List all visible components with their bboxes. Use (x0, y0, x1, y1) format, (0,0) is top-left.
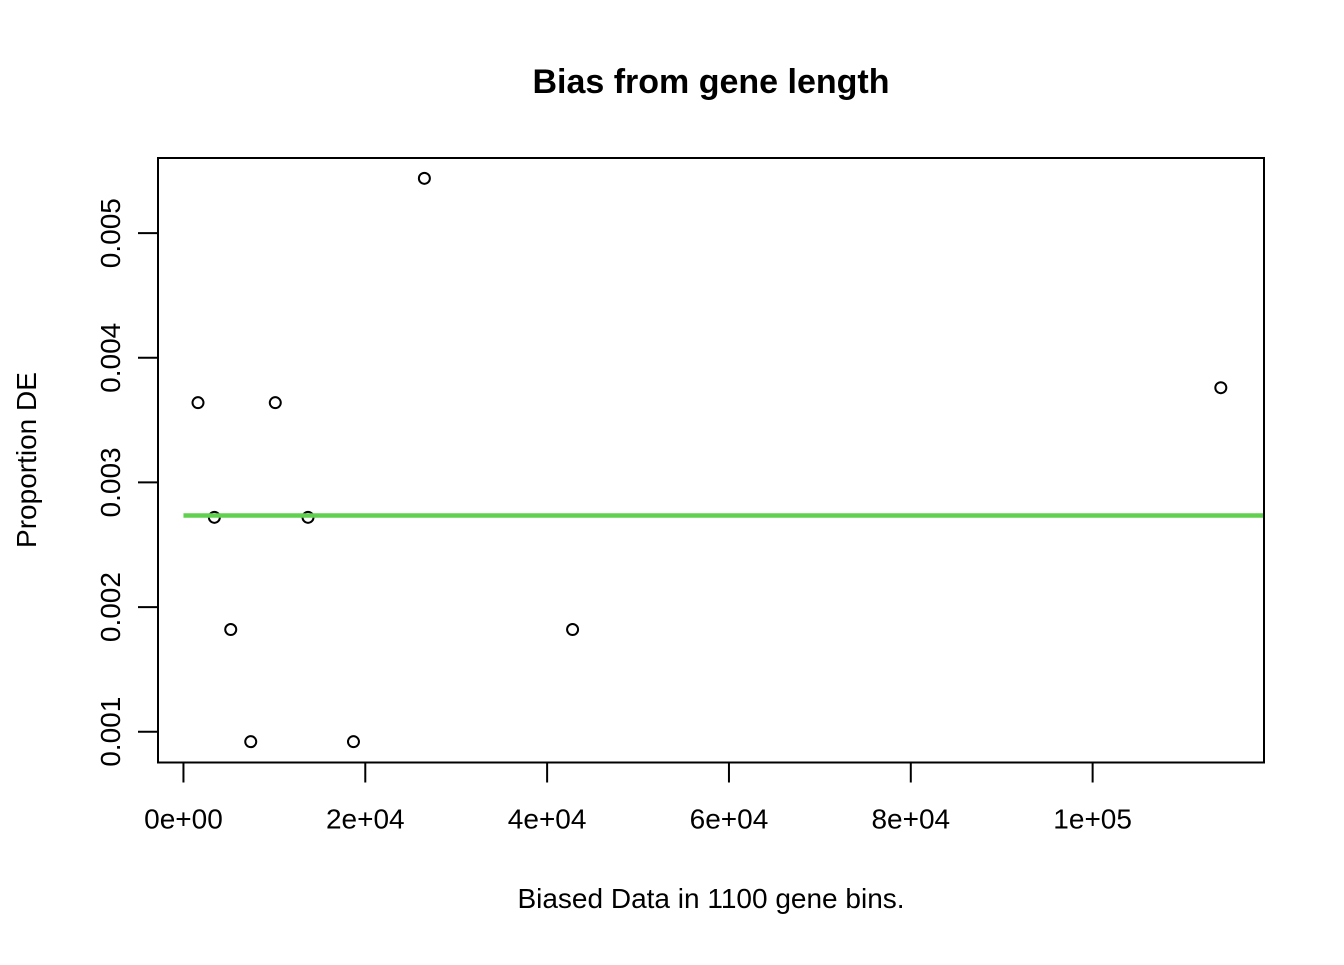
scatter-point (417, 171, 431, 185)
x-tick-label: 2e+04 (326, 804, 405, 835)
y-axis-title: Proportion DE (11, 372, 42, 548)
x-tick-label: 6e+04 (690, 804, 769, 835)
y-tick-label: 0.005 (95, 198, 126, 268)
scatter-point (224, 623, 238, 637)
axis-ticks: 0e+00 2e+04 4e+04 6e+04 8e+04 1e+05 0.001 0.002… (95, 198, 1132, 834)
scatter-point (566, 623, 580, 637)
y-tick-label: 0.004 (95, 323, 126, 393)
y-tick-label: 0.003 (95, 447, 126, 517)
scatter-point (191, 396, 205, 410)
y-tick-label: 0.001 (95, 697, 126, 767)
x-tick-label: 0e+00 (144, 804, 223, 835)
x-tick-label: 1e+05 (1053, 804, 1132, 835)
scatter-point (346, 735, 360, 749)
x-axis-title: Biased Data in 1100 gene bins. (517, 883, 904, 914)
x-tick-label: 8e+04 (871, 804, 950, 835)
scatter-point (244, 735, 258, 749)
plot-box (157, 157, 1265, 764)
x-tick-label: 4e+04 (508, 804, 587, 835)
data-points (191, 171, 1228, 749)
scatter-point (1214, 381, 1228, 395)
scatter-point (268, 396, 282, 410)
y-tick-label: 0.002 (95, 572, 126, 642)
chart-title: Bias from gene length (532, 63, 889, 101)
